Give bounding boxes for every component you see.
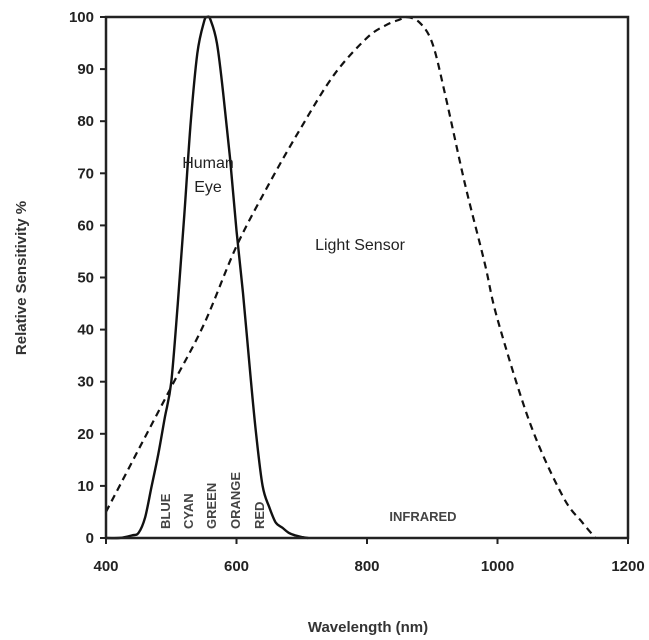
x-tick-label: 600: [224, 558, 249, 575]
band-label-cyan: CYAN: [181, 493, 196, 529]
y-tick-label: 40: [77, 322, 94, 339]
series-line-human-eye: [105, 15, 309, 540]
band-label-blue: BLUE: [158, 493, 173, 529]
y-tick-label: 20: [77, 426, 94, 443]
plot-area-frame: [104, 15, 630, 540]
band-label-green: GREEN: [204, 483, 219, 529]
y-tick-label: 90: [77, 61, 94, 78]
y-tick-label: 50: [77, 270, 94, 287]
y-tick-label: 10: [77, 478, 94, 495]
y-tick-label: 0: [86, 530, 94, 547]
x-axis-title: Wavelength (nm): [308, 619, 428, 636]
x-tick-label: 400: [93, 558, 118, 575]
x-tick-label: 1000: [481, 558, 514, 575]
x-tick-label: 800: [354, 558, 379, 575]
x-axis-ticks: 400 600 800 1000 1200: [93, 538, 645, 575]
y-tick-label: 60: [77, 217, 94, 234]
band-label-red: RED: [252, 502, 267, 529]
y-axis-ticks: 0 10 20 30 40 50 60 70 80 90 100: [69, 9, 106, 547]
series-line-light-sensor: [105, 15, 597, 539]
annotation-human-eye-line1: Human: [182, 155, 234, 172]
y-axis-title: Relative Sensitivity %: [13, 201, 30, 355]
y-tick-label: 80: [77, 113, 94, 130]
band-label-orange: ORANGE: [228, 472, 243, 529]
y-tick-label: 70: [77, 165, 94, 182]
y-tick-label: 30: [77, 374, 94, 391]
annotation-infrared: INFRARED: [389, 509, 456, 524]
annotation-human-eye-line2: Eye: [194, 179, 222, 196]
y-tick-label: 100: [69, 9, 94, 26]
annotation-light-sensor: Light Sensor: [315, 237, 406, 254]
x-tick-label: 1200: [611, 558, 644, 575]
